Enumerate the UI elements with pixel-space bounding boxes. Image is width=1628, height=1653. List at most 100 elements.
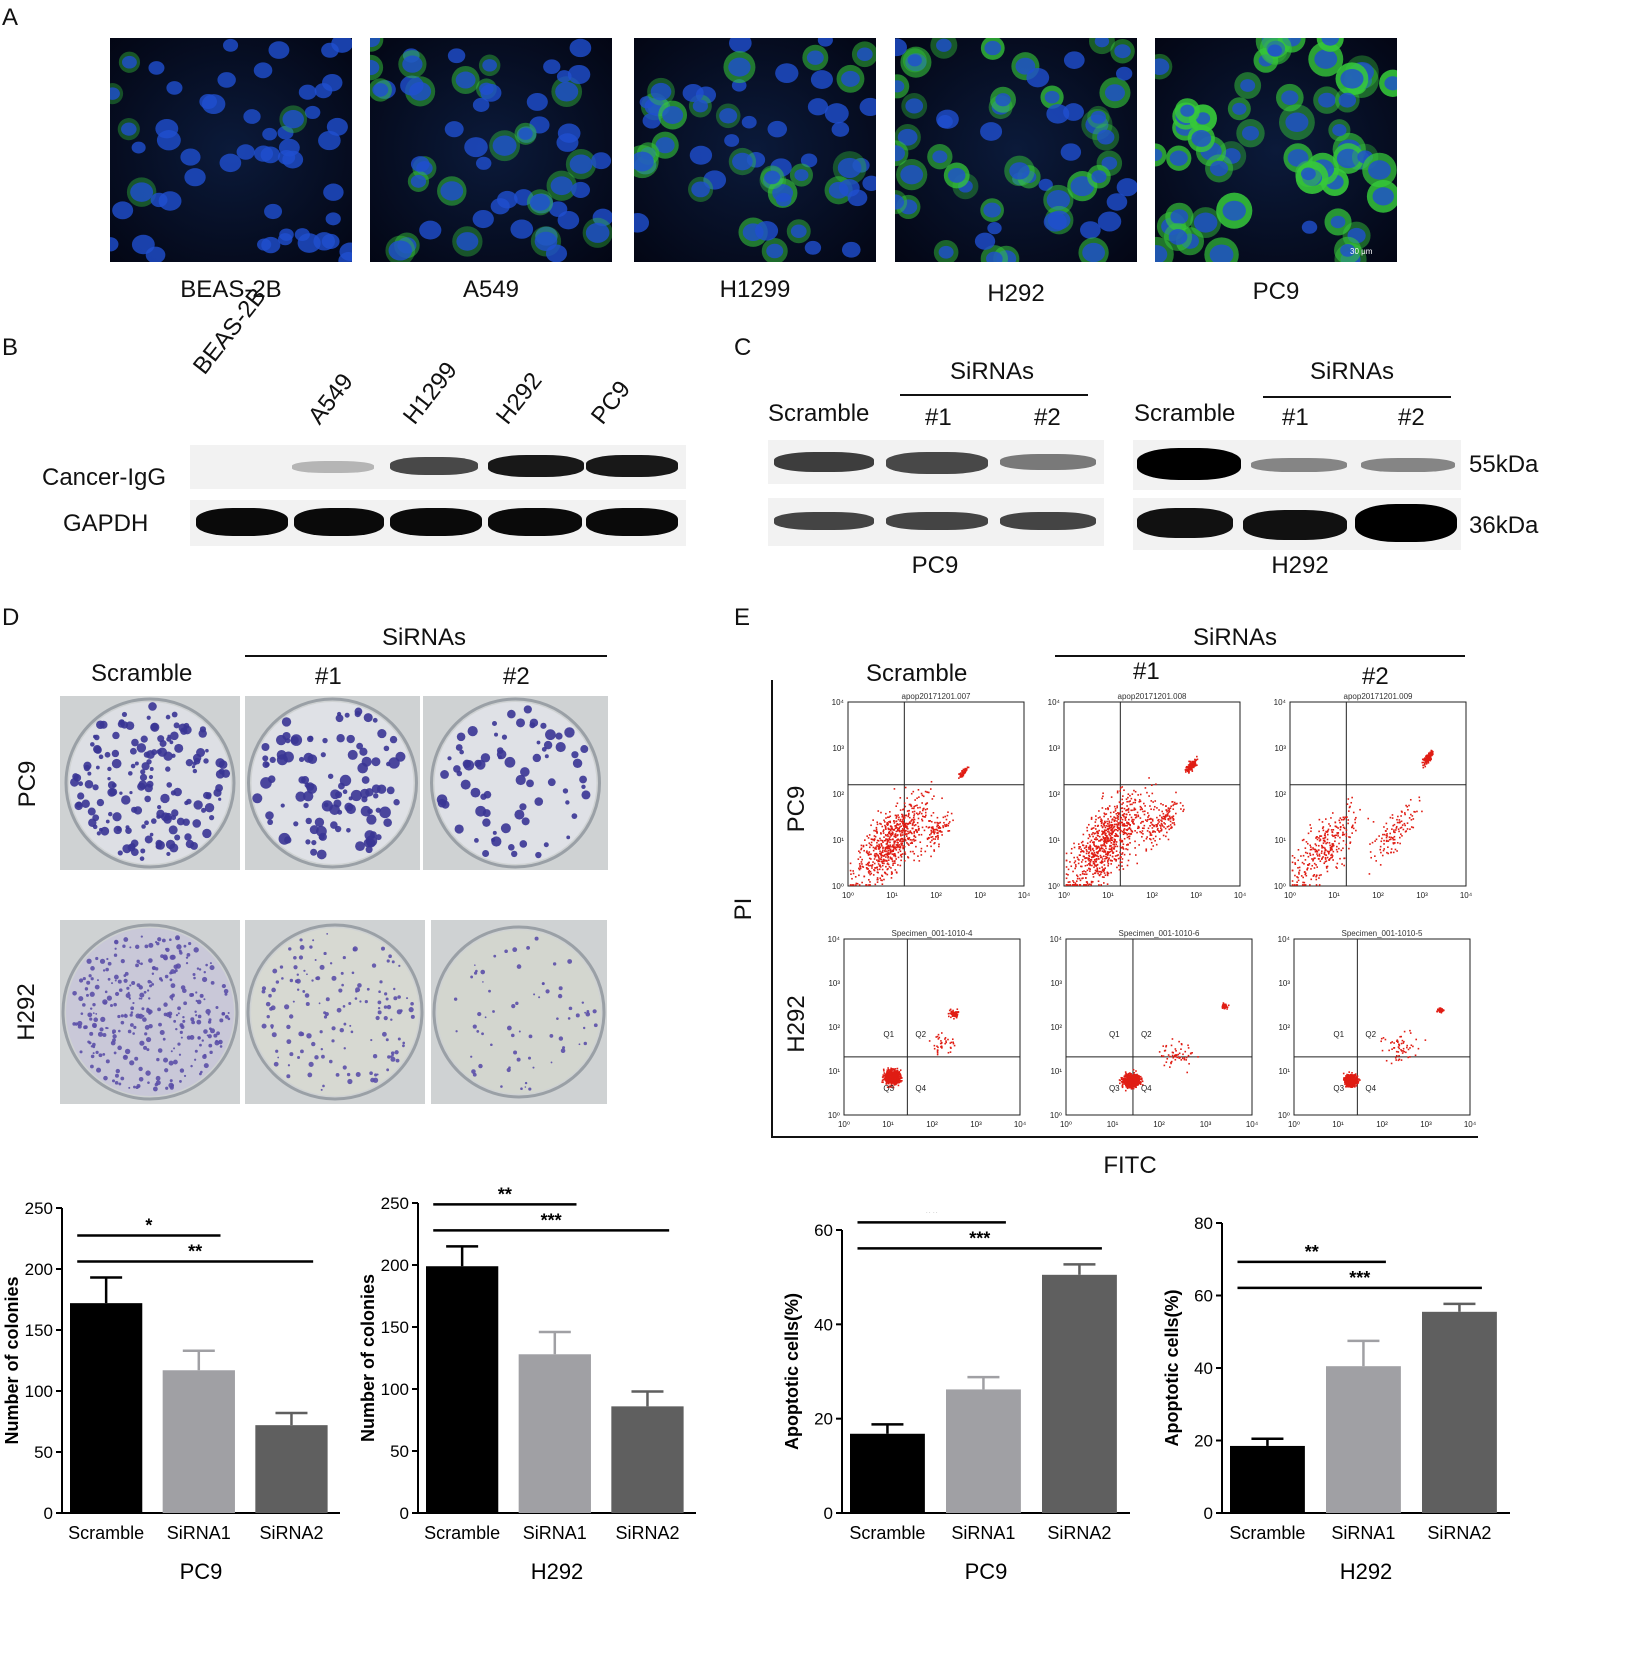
colony bbox=[133, 1085, 136, 1089]
event-dot bbox=[881, 860, 883, 863]
event-dot bbox=[1429, 755, 1431, 757]
y-tick-label: 10² bbox=[1274, 790, 1286, 799]
event-dot bbox=[889, 833, 892, 836]
event-dot bbox=[897, 814, 899, 816]
event-dot bbox=[898, 1080, 900, 1082]
event-dot bbox=[1113, 841, 1116, 844]
colony bbox=[104, 990, 108, 994]
nucleus bbox=[947, 167, 966, 183]
event-dot bbox=[851, 877, 853, 880]
event-dot bbox=[899, 850, 902, 853]
event-dot bbox=[883, 871, 886, 874]
colony bbox=[276, 749, 287, 760]
colony bbox=[126, 986, 130, 990]
colony bbox=[205, 793, 212, 800]
event-dot bbox=[1191, 767, 1193, 770]
colony bbox=[391, 1054, 394, 1057]
event-dot bbox=[1116, 834, 1118, 837]
colony bbox=[162, 1037, 166, 1041]
colony bbox=[352, 946, 358, 952]
colony bbox=[180, 985, 186, 990]
event-dot bbox=[897, 1081, 900, 1084]
colony bbox=[114, 991, 120, 997]
colony bbox=[549, 1034, 554, 1038]
event-dot bbox=[1388, 838, 1391, 841]
event-dot bbox=[1113, 846, 1115, 848]
event-dot bbox=[1187, 768, 1189, 771]
event-dot bbox=[1125, 816, 1127, 819]
nucleus bbox=[480, 83, 502, 102]
event-dot bbox=[1098, 840, 1100, 842]
event-dot bbox=[1123, 832, 1126, 835]
event-dot bbox=[1383, 833, 1386, 836]
nucleus bbox=[847, 189, 868, 207]
event-dot bbox=[1427, 757, 1430, 760]
event-dot bbox=[876, 854, 878, 856]
colony bbox=[552, 962, 557, 966]
event-dot bbox=[942, 816, 945, 819]
event-dot bbox=[1114, 840, 1116, 842]
colony bbox=[90, 742, 95, 747]
event-dot bbox=[950, 1016, 952, 1019]
event-dot bbox=[892, 853, 894, 856]
event-dot bbox=[948, 830, 951, 832]
colony bbox=[92, 1002, 96, 1007]
colony bbox=[209, 1028, 215, 1034]
event-dot bbox=[1140, 806, 1143, 809]
event-dot bbox=[1426, 755, 1429, 758]
colony bbox=[579, 775, 587, 784]
event-dot bbox=[895, 1070, 897, 1072]
event-dot bbox=[1099, 870, 1102, 873]
colony bbox=[204, 803, 215, 813]
event-dot bbox=[1336, 862, 1339, 865]
event-dot bbox=[1298, 871, 1300, 874]
event-dot bbox=[902, 822, 905, 824]
event-dot bbox=[1139, 817, 1142, 819]
colony bbox=[287, 1064, 291, 1067]
event-dot bbox=[1411, 815, 1414, 817]
event-dot bbox=[861, 863, 863, 865]
event-dot bbox=[1425, 755, 1427, 758]
colony bbox=[74, 801, 83, 811]
event-dot bbox=[1392, 837, 1394, 840]
event-dot bbox=[890, 834, 893, 837]
colony bbox=[179, 1080, 182, 1083]
event-dot bbox=[933, 850, 936, 852]
event-dot bbox=[936, 1045, 938, 1048]
event-dot bbox=[891, 844, 894, 847]
colony bbox=[92, 1024, 97, 1028]
colony bbox=[361, 776, 370, 784]
event-dot bbox=[893, 835, 896, 838]
y-tick-label: 10³ bbox=[1048, 744, 1060, 753]
event-dot bbox=[1133, 818, 1135, 821]
event-dot bbox=[955, 1015, 958, 1018]
event-dot bbox=[1423, 763, 1426, 765]
event-dot bbox=[1330, 854, 1332, 857]
event-dot bbox=[1308, 863, 1311, 865]
event-dot bbox=[1323, 852, 1326, 855]
event-dot bbox=[1134, 816, 1137, 819]
event-dot bbox=[1316, 851, 1319, 853]
flow-plot-title: apop20171201.008 bbox=[1118, 692, 1188, 701]
event-dot bbox=[1141, 830, 1144, 832]
y-tick-label: 10³ bbox=[1274, 744, 1286, 753]
event-dot bbox=[1119, 838, 1122, 840]
nucleus bbox=[530, 193, 550, 211]
event-dot bbox=[1196, 758, 1199, 761]
event-dot bbox=[884, 850, 886, 853]
event-dot bbox=[868, 846, 871, 849]
nucleus bbox=[331, 38, 352, 53]
colony bbox=[305, 817, 312, 825]
event-dot bbox=[1162, 812, 1165, 815]
event-dot bbox=[887, 850, 890, 852]
event-dot bbox=[1164, 817, 1166, 819]
event-dot bbox=[888, 1082, 890, 1085]
nucleus bbox=[569, 38, 592, 58]
event-dot bbox=[901, 816, 904, 818]
colony bbox=[190, 1017, 195, 1022]
event-dot bbox=[1124, 1071, 1127, 1073]
y-tick-label: 10⁴ bbox=[828, 935, 841, 944]
event-dot bbox=[1109, 832, 1112, 835]
event-dot bbox=[1155, 783, 1157, 786]
colony bbox=[82, 1003, 86, 1007]
